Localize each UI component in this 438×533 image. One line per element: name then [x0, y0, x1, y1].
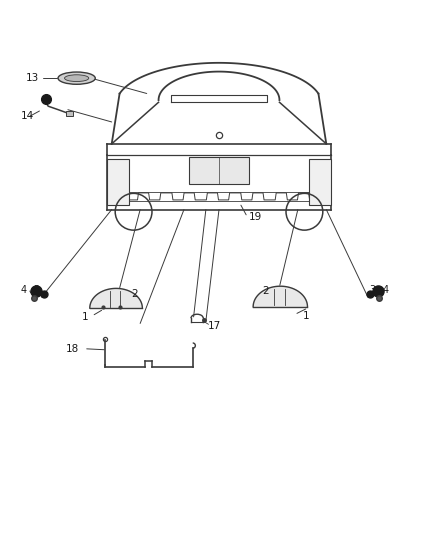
Bar [107, 159, 129, 205]
Polygon shape [90, 288, 142, 308]
Text: 1: 1 [302, 311, 309, 320]
Text: 13: 13 [25, 73, 39, 83]
Text: 14: 14 [21, 111, 34, 122]
Polygon shape [253, 286, 307, 307]
Bar [66, 110, 73, 116]
Text: 18: 18 [66, 344, 79, 354]
Text: 3: 3 [33, 285, 39, 295]
Text: 2: 2 [131, 289, 138, 299]
Text: 1: 1 [82, 312, 89, 322]
Text: 4: 4 [382, 285, 389, 295]
Text: 2: 2 [263, 286, 269, 296]
Text: 3: 3 [370, 285, 376, 295]
Bar [309, 159, 331, 205]
Ellipse shape [58, 72, 95, 84]
Bar [189, 157, 249, 184]
Text: 4: 4 [21, 285, 27, 295]
Text: 19: 19 [248, 212, 261, 222]
Text: 17: 17 [208, 321, 221, 330]
Ellipse shape [64, 75, 89, 82]
